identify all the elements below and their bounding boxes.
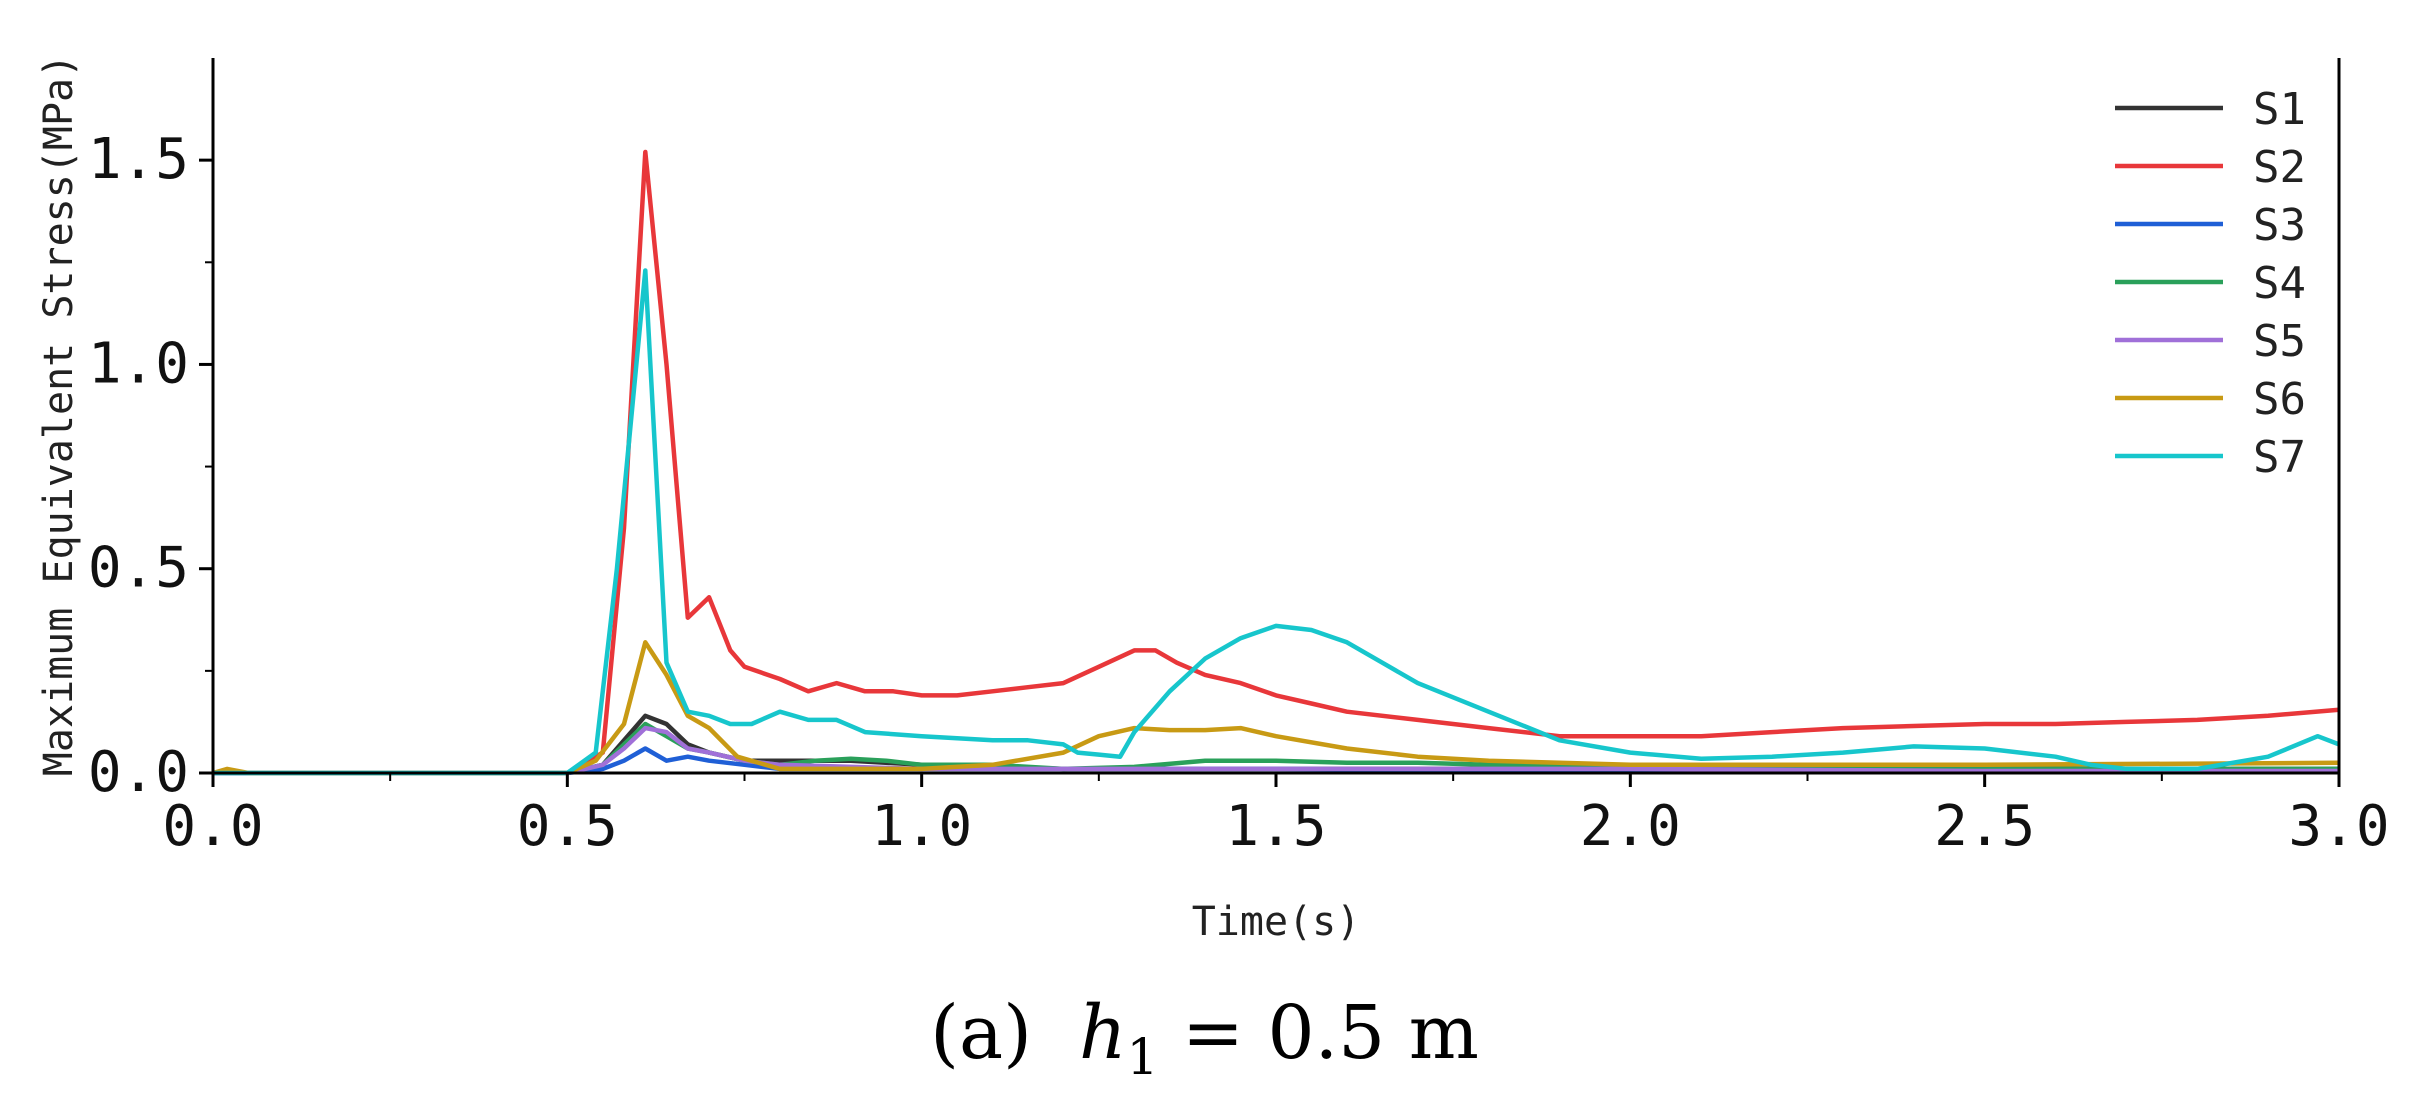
caption-prefix: (a) bbox=[930, 990, 1032, 1076]
caption-variable: h bbox=[1078, 990, 1127, 1076]
x-tick-label: 2.0 bbox=[1580, 794, 1681, 859]
y-tick-label: 1.5 bbox=[88, 127, 189, 192]
legend-label-s6: S6 bbox=[2253, 374, 2306, 425]
legend-label-s7: S7 bbox=[2253, 432, 2306, 483]
plot-area bbox=[213, 58, 2339, 773]
y-tick-label: 0.0 bbox=[88, 740, 189, 805]
series-layer bbox=[212, 149, 2340, 776]
caption-subscript: 1 bbox=[1126, 1027, 1159, 1086]
x-tick-label: 1.5 bbox=[1225, 794, 1326, 859]
x-tick-label: 2.5 bbox=[1934, 794, 2035, 859]
y-axis-title: Maximum Equivalent Stress(MPa) bbox=[36, 54, 82, 776]
series-line-s6 bbox=[212, 640, 2340, 776]
x-axis-title: Time(s) bbox=[1192, 899, 1361, 945]
legend: S1 S2 S3 S4 S5 S6 S7 bbox=[2115, 84, 2306, 483]
series-line-s4 bbox=[213, 721, 2339, 776]
legend-label-s1: S1 bbox=[2253, 84, 2306, 135]
x-tick-label: 3.0 bbox=[2288, 794, 2389, 859]
x-tick-label: 1.0 bbox=[871, 794, 972, 859]
series-line-s2 bbox=[213, 149, 2340, 776]
legend-label-s2: S2 bbox=[2253, 142, 2306, 193]
series-line-s7 bbox=[213, 268, 2340, 776]
series-line-s5 bbox=[213, 725, 2339, 776]
legend-label-s3: S3 bbox=[2253, 200, 2306, 251]
x-tick-label: 0.5 bbox=[517, 794, 618, 859]
figure-caption: (a) h1 = 0.5 m bbox=[0, 990, 2409, 1086]
y-tick-label: 1.0 bbox=[88, 331, 189, 396]
y-tick-label: 0.5 bbox=[88, 536, 189, 601]
caption-value: = 0.5 m bbox=[1158, 990, 1479, 1076]
chart: 0.0 0.5 1.0 1.5 2.0 2.5 3.0 0.0 0.5 1.0 1.5 Maximu… bbox=[36, 54, 2390, 945]
legend-label-s5: S5 bbox=[2253, 316, 2306, 367]
legend-label-s4: S4 bbox=[2253, 258, 2306, 309]
axes-layer: 0.0 0.5 1.0 1.5 2.0 2.5 3.0 0.0 0.5 1.0 1.5 bbox=[88, 58, 2390, 859]
x-tick-label: 0.0 bbox=[162, 794, 263, 859]
